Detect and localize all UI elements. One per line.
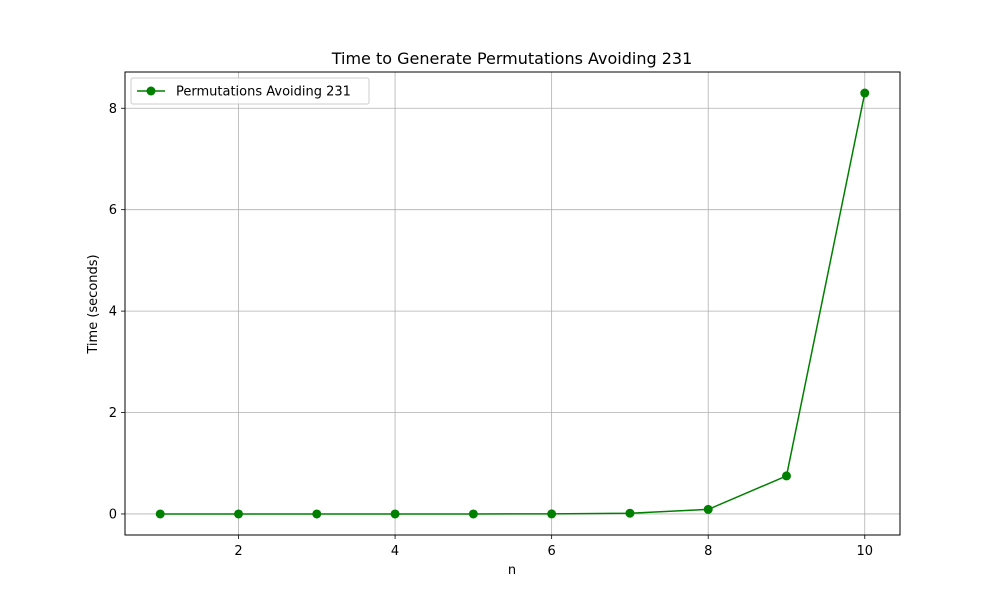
series-line [160, 92, 866, 515]
data-point-marker [781, 471, 791, 481]
x-tick-label: 2 [234, 544, 242, 559]
legend-marker-swatch [146, 86, 156, 96]
series-layer [155, 88, 870, 519]
chart-title: Time to Generate Permutations Avoiding 2… [331, 49, 693, 68]
y-tick-label: 0 [109, 507, 117, 522]
x-axis-label: n [508, 563, 516, 578]
data-point-marker [468, 509, 478, 519]
data-point-marker [547, 509, 557, 519]
data-point-marker [312, 509, 322, 519]
y-axis-label: Time (seconds) [86, 254, 101, 354]
data-point-marker [703, 504, 713, 514]
legend-label: Permutations Avoiding 231 [176, 85, 351, 100]
x-tick-label: 6 [548, 544, 556, 559]
data-point-marker [625, 508, 635, 518]
ticks-layer: 2 4 6 8 10 0 2 4 6 8 [109, 102, 873, 559]
x-tick-label: 10 [856, 544, 873, 559]
x-tick-label: 4 [391, 544, 399, 559]
legend-box [130, 77, 370, 105]
y-tick-label: 8 [109, 102, 117, 117]
data-point-marker [155, 509, 165, 519]
y-tick-label: 6 [109, 203, 117, 218]
legend: Permutations Avoiding 231 [130, 77, 370, 105]
data-point-marker [860, 88, 870, 98]
x-tick-label: 8 [704, 544, 712, 559]
y-tick-label: 4 [109, 305, 117, 320]
data-point-marker [390, 509, 400, 519]
data-point-marker [234, 509, 244, 519]
y-tick-label: 2 [109, 406, 117, 421]
plot-area-frame [124, 71, 901, 536]
